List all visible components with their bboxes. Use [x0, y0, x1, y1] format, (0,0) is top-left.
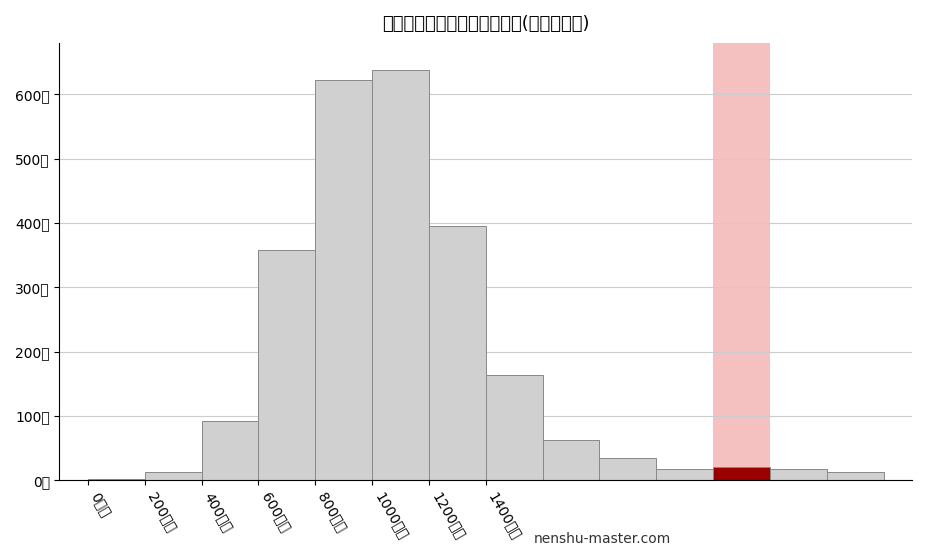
Bar	[600, 458, 656, 480]
Bar	[315, 80, 372, 480]
Bar	[259, 250, 315, 480]
Bar	[827, 472, 883, 480]
Bar	[713, 467, 770, 480]
Bar	[656, 469, 713, 480]
Text: nenshu-master.com: nenshu-master.com	[534, 532, 671, 546]
Bar	[145, 472, 201, 480]
Bar	[88, 479, 145, 480]
Bar	[486, 375, 542, 480]
Bar	[542, 441, 600, 480]
Title: 三井不動産の年収ポジション(関東地方内): 三井不動産の年収ポジション(関東地方内)	[382, 15, 590, 33]
Bar	[713, 43, 770, 480]
Bar	[429, 226, 486, 480]
Bar	[770, 469, 827, 480]
Bar	[372, 70, 429, 480]
Bar	[201, 421, 259, 480]
